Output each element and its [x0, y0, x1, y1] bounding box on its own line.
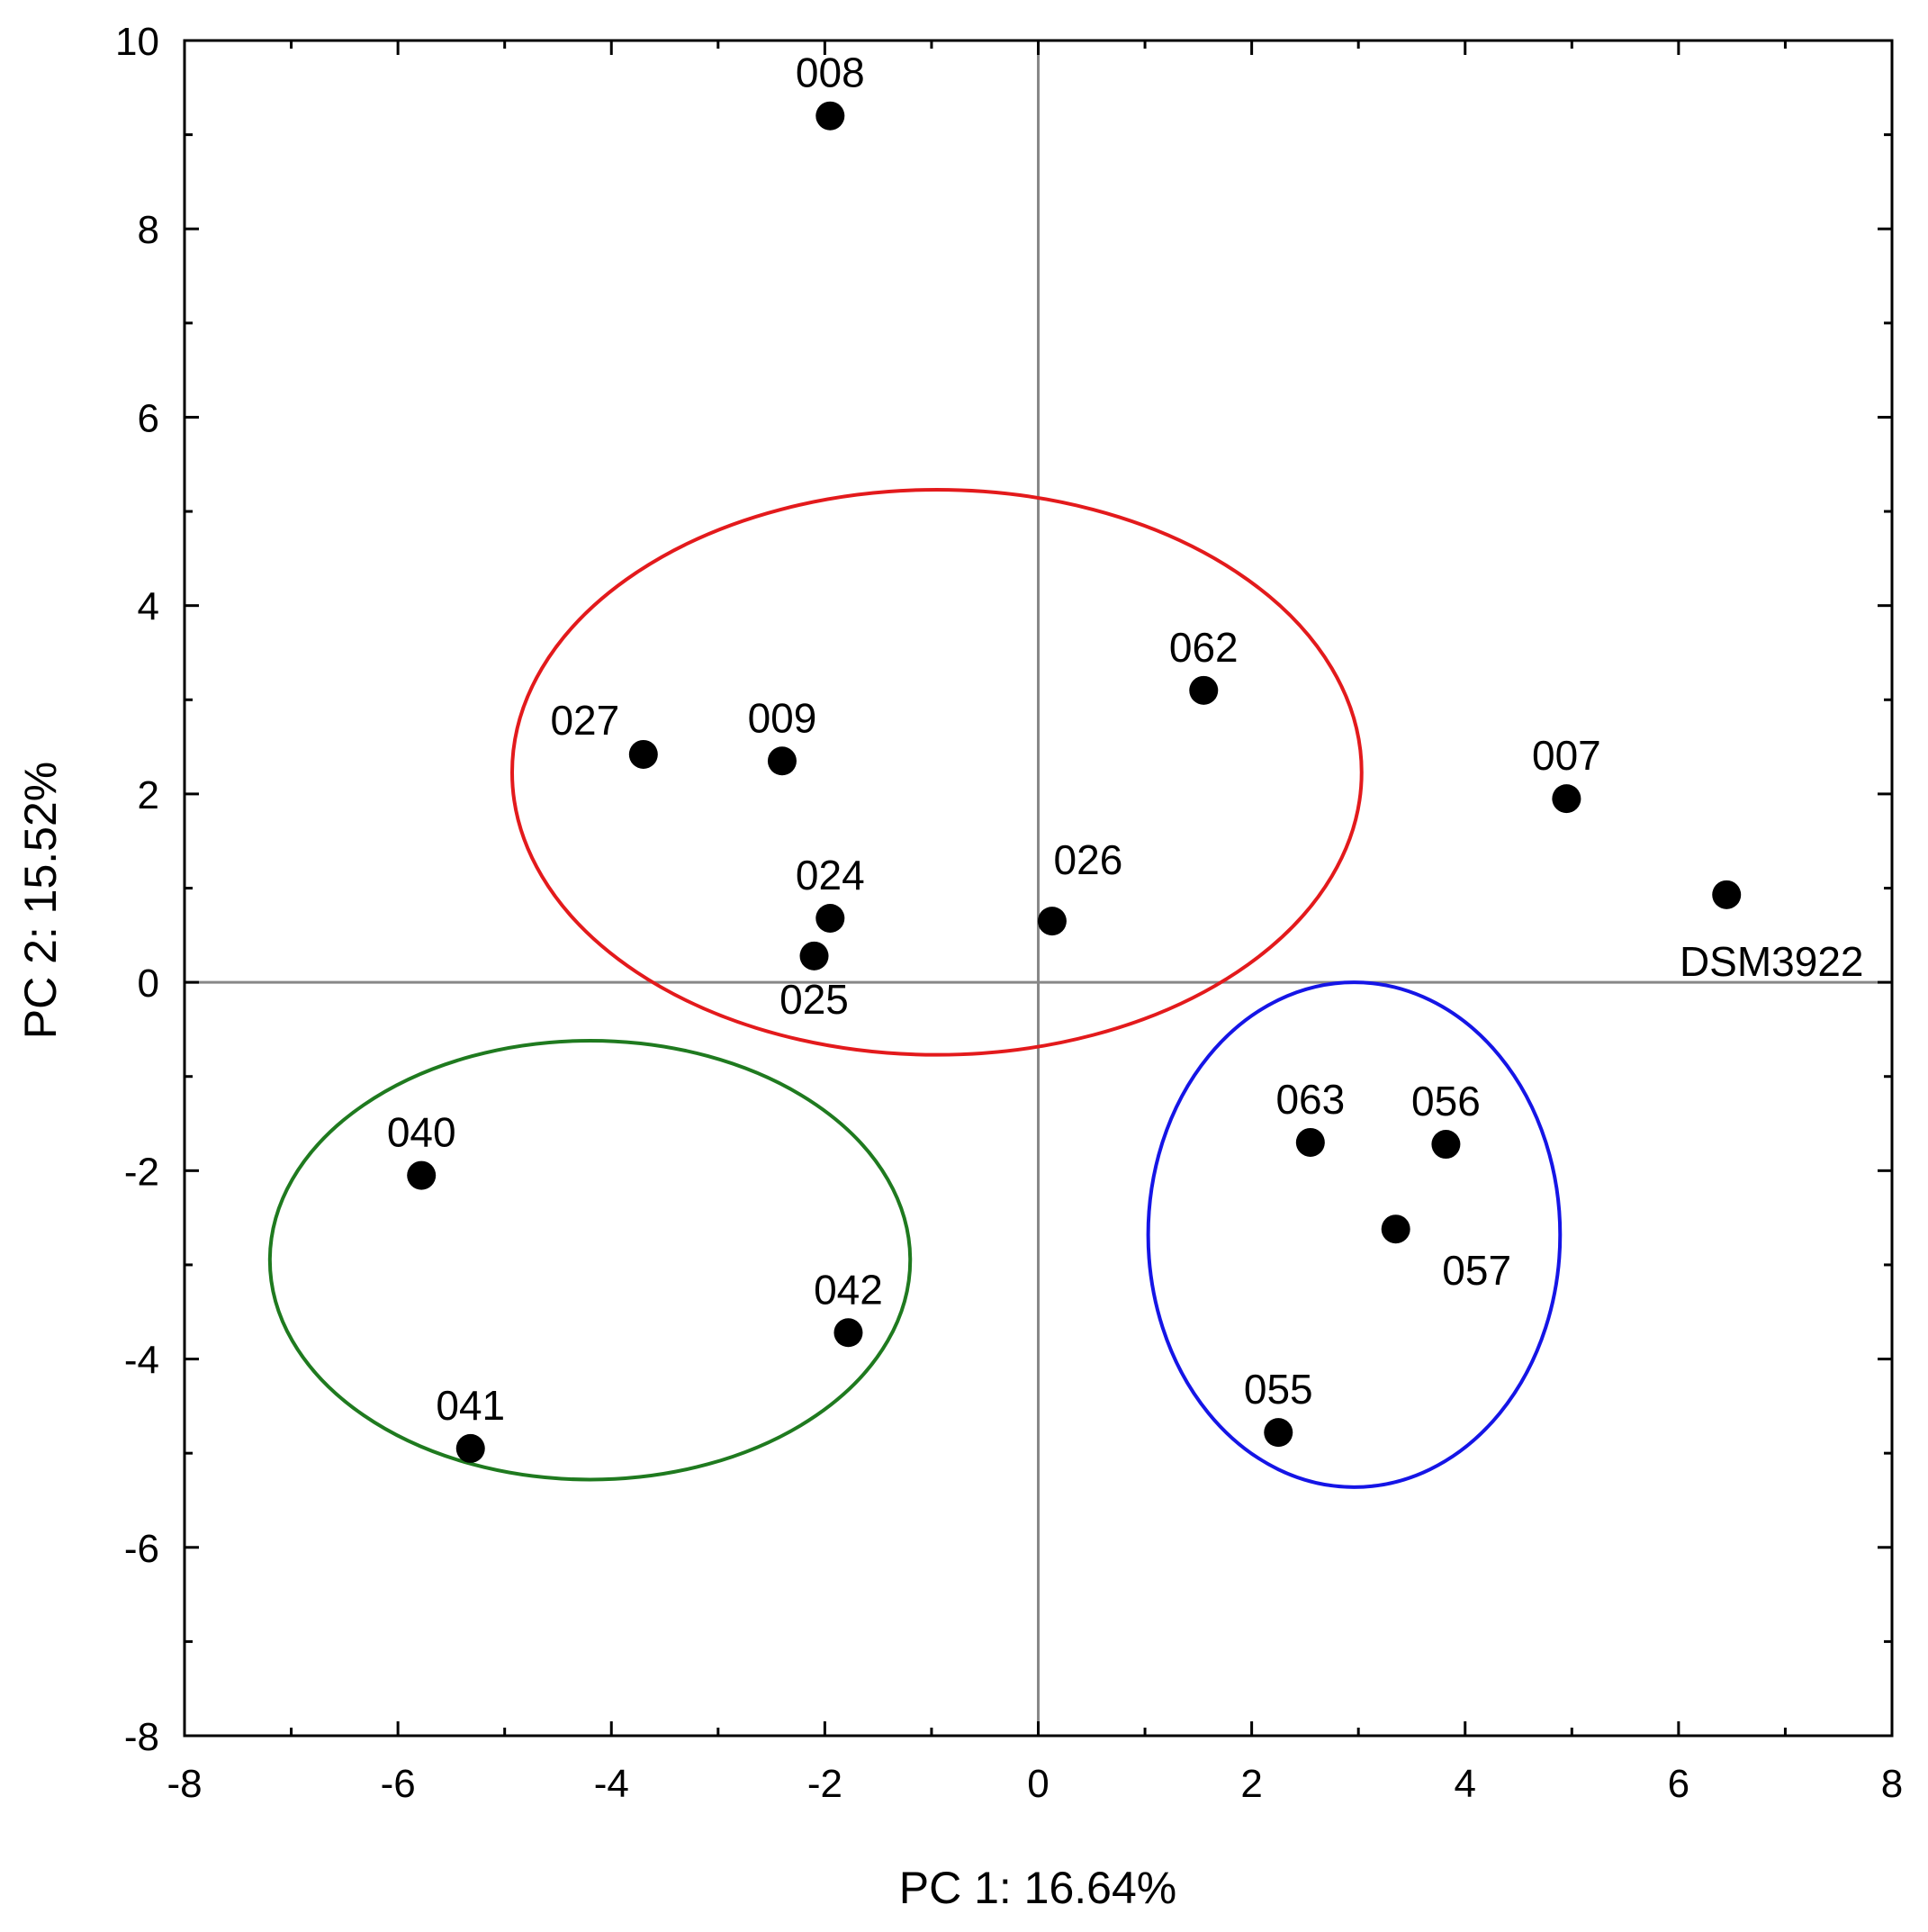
data-point-026	[1037, 907, 1067, 936]
y-tick-label: -2	[124, 1150, 159, 1194]
data-point-040	[407, 1160, 437, 1190]
data-point-025	[799, 941, 829, 971]
x-tick-label: -4	[594, 1762, 629, 1806]
x-tick-label: -6	[381, 1762, 416, 1806]
data-point-027	[628, 739, 658, 769]
point-label-040: 040	[387, 1109, 456, 1156]
y-tick-label: 6	[138, 396, 159, 440]
x-axis-label: PC 1: 16.64%	[899, 1863, 1177, 1913]
data-point-007	[1552, 784, 1581, 814]
point-label-027: 027	[550, 697, 619, 744]
data-point-055	[1264, 1418, 1293, 1448]
point-label-056: 056	[1411, 1078, 1481, 1124]
point-label-041: 041	[436, 1382, 505, 1429]
point-label-007: 007	[1532, 732, 1601, 779]
point-label-063: 063	[1275, 1076, 1345, 1123]
point-label-057: 057	[1442, 1247, 1511, 1294]
point-label-062: 062	[1169, 624, 1239, 671]
point-label-025: 025	[779, 976, 849, 1023]
y-tick-label: -6	[124, 1527, 159, 1571]
x-tick-label: 6	[1668, 1762, 1689, 1806]
data-point-063	[1295, 1127, 1325, 1157]
y-tick-label: 0	[138, 961, 159, 1006]
reference-lines	[185, 41, 1892, 1736]
data-point-009	[767, 746, 797, 776]
x-tick-label: -2	[807, 1762, 842, 1806]
point-label-024: 024	[796, 852, 865, 898]
axis-ticks	[183, 39, 1894, 1738]
y-tick-label: 4	[138, 585, 159, 629]
y-tick-label: -8	[124, 1715, 159, 1759]
x-tick-label: -8	[167, 1762, 202, 1806]
data-point-056	[1431, 1130, 1461, 1160]
data-point-DSM3922	[1712, 880, 1742, 909]
green-cluster-ellipse	[267, 1038, 913, 1482]
x-tick-label: 0	[1027, 1762, 1049, 1806]
data-point-042	[833, 1318, 863, 1348]
data-points: 008 062 027 009 007 024 026 025 DSM3922 063 056 057…	[387, 50, 1864, 1463]
point-label-042: 042	[814, 1266, 883, 1313]
y-axis-label: PC 2: 15.52%	[15, 762, 66, 1040]
point-label-009: 009	[748, 694, 817, 741]
red-cluster-ellipse	[509, 487, 1364, 1057]
y-tick-label: -4	[124, 1339, 159, 1383]
y-tick-label: 2	[138, 773, 159, 817]
data-point-041	[455, 1433, 485, 1463]
x-tick-label: 2	[1240, 1762, 1262, 1806]
data-point-024	[815, 903, 845, 933]
point-label-026: 026	[1054, 836, 1123, 883]
data-point-008	[815, 101, 845, 131]
blue-cluster-ellipse	[1146, 980, 1563, 1489]
point-label-008: 008	[796, 50, 865, 96]
cluster-ellipses	[267, 487, 1563, 1489]
point-label-055: 055	[1244, 1366, 1313, 1413]
data-point-057	[1381, 1214, 1410, 1244]
x-tick-label: 8	[1881, 1762, 1903, 1806]
point-label-DSM3922: DSM3922	[1680, 938, 1864, 985]
y-tick-label: 10	[115, 20, 159, 64]
y-tick-label: 8	[138, 208, 159, 252]
x-tick-label: 4	[1455, 1762, 1476, 1806]
data-point-062	[1189, 675, 1219, 705]
